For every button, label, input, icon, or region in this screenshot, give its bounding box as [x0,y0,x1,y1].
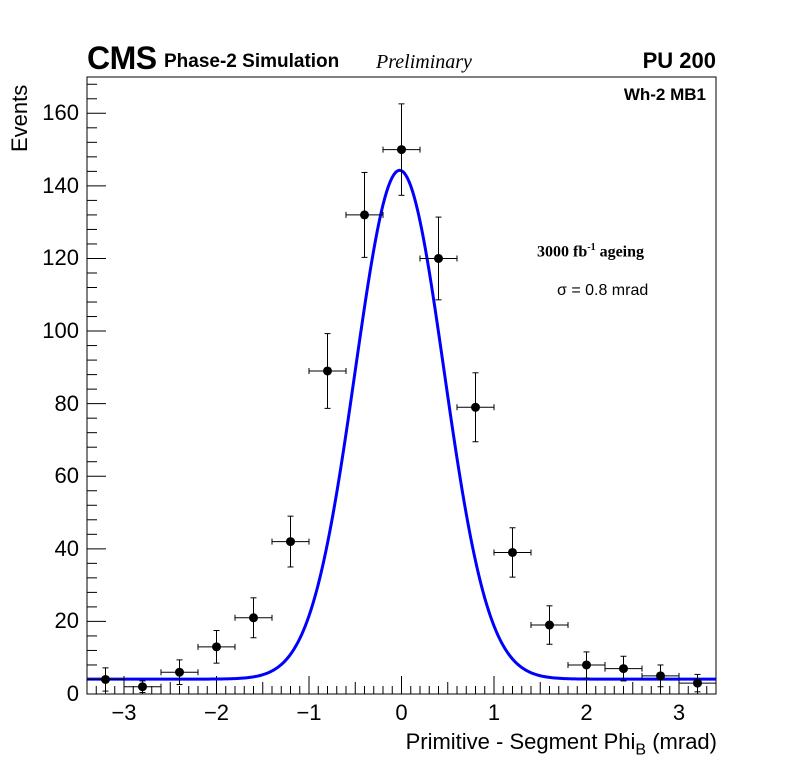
data-point [345,171,384,258]
data-marker [249,613,258,623]
data-marker [175,667,184,677]
data-marker [286,537,295,547]
data-point [678,673,717,693]
ageing-prefix: 3000 fb [537,243,588,261]
data-marker [693,678,702,688]
data-marker [508,547,517,557]
data-marker [656,671,665,681]
data-point [271,515,310,568]
data-point [382,103,421,196]
y-tick-label: 160 [42,100,79,126]
data-marker [360,210,369,220]
data-point [234,597,273,639]
data-point [419,216,458,301]
data-point [530,605,569,645]
cms-label: CMS [87,40,157,76]
data-point [160,659,199,686]
data-marker [471,402,480,412]
y-tick-label: 20 [54,608,79,634]
data-point [308,333,347,409]
ageing-label: 3000 fb-1 ageing [537,242,644,261]
preliminary-label: Preliminary [376,51,472,73]
data-marker [434,253,443,263]
data-point [641,664,680,688]
data-marker [323,366,332,376]
data-point [456,372,495,443]
x-tick-label: 0 [395,700,408,725]
phase-label: Phase-2 Simulation [164,51,340,72]
x-axis-title: Primitive - Segment PhiB (mrad) [406,729,717,759]
y-tick-label: 120 [42,245,79,271]
y-tick-label: 100 [42,318,79,344]
x-tick-label: −2 [203,700,230,725]
x-tick-label: 1 [487,700,501,725]
data-marker [397,145,406,155]
data-marker [582,660,591,670]
y-tick-label: 0 [66,681,79,706]
x-tick-label: 3 [672,700,686,725]
x-axis-ticks [86,676,717,694]
data-point [604,655,643,682]
y-tick-label: 140 [42,172,79,198]
x-tick-label: −3 [111,700,137,725]
x-axis-title-unit: (mrad) [652,729,717,754]
x-axis-title-main: Primitive - Segment Phi [405,729,636,754]
data-point [197,629,236,664]
x-tick-label: −1 [296,700,322,725]
data-marker [545,620,554,630]
x-axis-title-subscript: B [635,741,647,759]
data-marker [619,664,628,674]
y-axis-ticks [87,83,106,695]
y-tick-label: 40 [54,535,79,561]
x-tick-label: 2 [580,700,593,725]
ageing-suffix: ageing [595,243,645,261]
data-marker [212,642,221,652]
pileup-label: PU 200 [642,48,716,73]
data-point [567,651,606,679]
sigma-label: σ = 0.8 mrad [557,282,649,299]
data-point [123,680,162,694]
y-tick-label: 80 [54,390,79,416]
region-label: Wh-2 MB1 [623,85,706,104]
ageing-exponent: -1 [587,242,596,253]
data-marker [138,682,147,692]
data-point [493,527,532,578]
data-points [86,103,717,694]
data-marker [101,674,110,684]
data-point [86,667,125,692]
y-tick-label: 60 [54,463,79,489]
